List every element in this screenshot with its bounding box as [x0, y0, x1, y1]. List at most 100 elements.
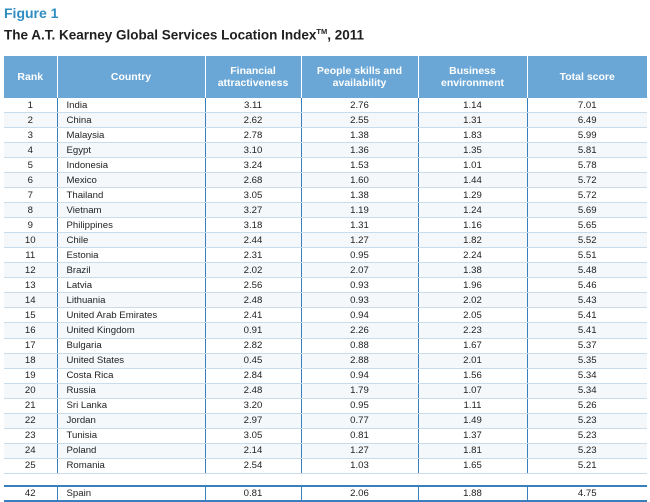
cell-rank: 19	[4, 368, 57, 384]
cell-financial: 3.24	[204, 157, 301, 174]
table-row: 23 Tunisia 3.05 0.81 1.37 5.23	[4, 428, 647, 444]
cell-business: 1.01	[417, 157, 527, 174]
cell-country: Estonia	[56, 247, 205, 264]
cell-rank: 18	[4, 353, 57, 369]
cell-people: 1.60	[300, 172, 418, 189]
table-row: 7 Thailand 3.05 1.38 1.29 5.72	[4, 187, 647, 204]
cell-people: 1.19	[300, 202, 418, 219]
cell-people: 0.95	[300, 398, 418, 414]
cell-financial: 2.68	[204, 172, 301, 189]
cell-total: 5.46	[526, 277, 647, 294]
table-row-extra: 42 Spain 0.81 2.06 1.88 4.75	[4, 484, 647, 502]
table-gap	[4, 473, 647, 486]
cell-financial: 2.56	[204, 277, 301, 294]
cell-country: India	[56, 98, 205, 114]
cell-people: 2.06	[300, 484, 418, 502]
cell-country: Malaysia	[56, 127, 205, 144]
cell-business: 1.44	[417, 172, 527, 189]
table-row: 1 India 3.11 2.76 1.14 7.01	[4, 98, 647, 114]
cell-people: 1.36	[300, 142, 418, 159]
table-header: Rank Country Financial attractiveness Pe…	[4, 56, 647, 98]
title-year: , 2011	[327, 27, 364, 43]
cell-total: 5.23	[526, 443, 647, 459]
cell-people: 1.27	[300, 232, 418, 249]
cell-rank: 22	[4, 413, 57, 429]
table-row: 11 Estonia 2.31 0.95 2.24 5.51	[4, 247, 647, 264]
cell-financial: 2.78	[204, 127, 301, 144]
table-row: 6 Mexico 2.68 1.60 1.44 5.72	[4, 172, 647, 189]
table-row: 9 Philippines 3.18 1.31 1.16 5.65	[4, 217, 647, 234]
cell-total: 5.72	[526, 172, 647, 189]
col-header-business: Business environment	[417, 56, 527, 98]
cell-total: 6.49	[526, 112, 647, 129]
table-row: 2 China 2.62 2.55 1.31 6.49	[4, 112, 647, 129]
cell-financial: 2.84	[204, 368, 301, 384]
cell-financial: 0.81	[204, 484, 301, 502]
cell-rank: 11	[4, 247, 57, 264]
cell-rank: 9	[4, 217, 57, 234]
cell-people: 0.94	[300, 307, 418, 324]
table-row: 13 Latvia 2.56 0.93 1.96 5.46	[4, 277, 647, 294]
cell-total: 5.26	[526, 398, 647, 414]
cell-people: 2.76	[300, 98, 418, 114]
table-row: 15 United Arab Emirates 2.41 0.94 2.05 5.41	[4, 307, 647, 324]
cell-financial: 2.54	[204, 458, 301, 474]
figure-page: Figure 1 The A.T. Kearney Global Service…	[4, 5, 647, 502]
cell-rank: 14	[4, 292, 57, 309]
cell-business: 1.14	[417, 98, 527, 114]
col-header-rank: Rank	[4, 56, 57, 98]
cell-country: China	[56, 112, 205, 129]
table-row: 19 Costa Rica 2.84 0.94 1.56 5.34	[4, 368, 647, 384]
cell-people: 2.88	[300, 353, 418, 369]
cell-rank: 21	[4, 398, 57, 414]
cell-business: 1.65	[417, 458, 527, 474]
cell-financial: 0.91	[204, 322, 301, 339]
cell-business: 1.35	[417, 142, 527, 159]
cell-business: 1.37	[417, 428, 527, 444]
cell-people: 0.95	[300, 247, 418, 264]
cell-rank: 7	[4, 187, 57, 204]
cell-financial: 2.14	[204, 443, 301, 459]
cell-country: Chile	[56, 232, 205, 249]
cell-country: Tunisia	[56, 428, 205, 444]
cell-rank: 25	[4, 458, 57, 474]
cell-country: Latvia	[56, 277, 205, 294]
cell-people: 1.38	[300, 187, 418, 204]
cell-total: 5.48	[526, 262, 647, 279]
table-row: 18 United States 0.45 2.88 2.01 5.35	[4, 353, 647, 369]
cell-business: 2.02	[417, 292, 527, 309]
cell-people: 0.93	[300, 277, 418, 294]
cell-financial: 0.45	[204, 353, 301, 369]
table-row: 10 Chile 2.44 1.27 1.82 5.52	[4, 232, 647, 249]
cell-financial: 2.48	[204, 292, 301, 309]
cell-business: 1.38	[417, 262, 527, 279]
cell-country: United States	[56, 353, 205, 369]
cell-rank: 15	[4, 307, 57, 324]
cell-rank: 8	[4, 202, 57, 219]
cell-people: 2.07	[300, 262, 418, 279]
table-row: 22 Jordan 2.97 0.77 1.49 5.23	[4, 413, 647, 429]
cell-country: Costa Rica	[56, 368, 205, 384]
cell-rank: 4	[4, 142, 57, 159]
cell-total: 5.23	[526, 413, 647, 429]
cell-total: 5.21	[526, 458, 647, 474]
cell-business: 2.24	[417, 247, 527, 264]
cell-country: Romania	[56, 458, 205, 474]
cell-financial: 2.48	[204, 383, 301, 399]
cell-people: 0.88	[300, 338, 418, 354]
cell-country: Mexico	[56, 172, 205, 189]
cell-total: 4.75	[526, 484, 647, 502]
cell-people: 1.38	[300, 127, 418, 144]
index-table: Rank Country Financial attractiveness Pe…	[4, 56, 647, 502]
trademark-mark: TM	[316, 27, 328, 36]
cell-people: 0.94	[300, 368, 418, 384]
cell-total: 5.34	[526, 383, 647, 399]
cell-rank: 12	[4, 262, 57, 279]
cell-rank: 5	[4, 157, 57, 174]
cell-business: 1.24	[417, 202, 527, 219]
cell-business: 1.56	[417, 368, 527, 384]
col-header-country: Country	[56, 56, 205, 98]
cell-financial: 2.41	[204, 307, 301, 324]
cell-total: 5.41	[526, 307, 647, 324]
cell-total: 5.35	[526, 353, 647, 369]
